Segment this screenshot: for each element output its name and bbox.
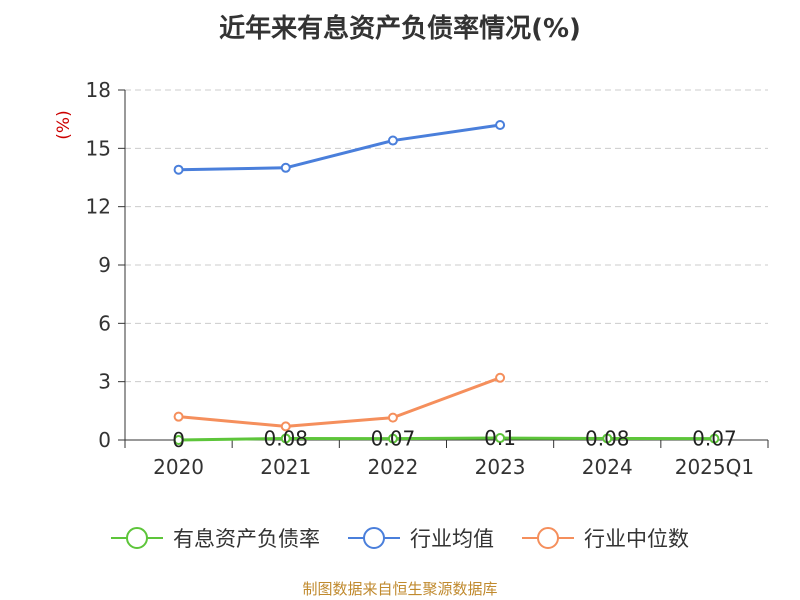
data-point — [495, 372, 506, 383]
data-point — [280, 433, 291, 444]
data-point — [387, 433, 398, 444]
legend-swatch — [522, 527, 574, 549]
data-point — [387, 135, 398, 146]
y-tick-label: 15 — [86, 136, 111, 160]
legend-item[interactable]: 有息资产负债率 — [111, 523, 320, 553]
data-point — [173, 435, 184, 445]
x-tick-label: 2020 — [153, 455, 204, 479]
y-tick-label: 6 — [98, 311, 111, 335]
x-tick-label: 2022 — [367, 455, 418, 479]
legend-label: 有息资产负债率 — [173, 527, 320, 551]
y-tick-label: 18 — [86, 78, 111, 102]
y-tick-label: 9 — [98, 253, 111, 277]
legend-label: 行业均值 — [410, 527, 494, 551]
legend-item[interactable]: 行业均值 — [348, 523, 494, 553]
data-label: 0.08 — [263, 426, 308, 450]
data-label: 0.07 — [371, 427, 416, 451]
y-tick-label: 12 — [86, 195, 111, 219]
legend-swatch — [111, 527, 163, 549]
y-tick-label: 0 — [98, 428, 111, 452]
x-tick-label: 2025Q1 — [675, 455, 754, 479]
x-tick-label: 2024 — [582, 455, 633, 479]
x-tick-label: 2021 — [260, 455, 311, 479]
x-tick-label: 2023 — [475, 455, 526, 479]
series-line-2 — [177, 376, 502, 428]
legend-label: 行业中位数 — [584, 527, 689, 551]
data-point — [709, 433, 720, 444]
legend-item[interactable]: 行业中位数 — [522, 523, 689, 553]
data-label: 0.1 — [484, 426, 516, 450]
y-tick-label: 3 — [98, 370, 111, 394]
y-axis-label: (%) — [54, 110, 74, 139]
data-label: 0.08 — [585, 426, 630, 450]
data-point — [387, 412, 398, 423]
chart-legend: 有息资产负债率 行业均值 行业中位数 — [0, 520, 800, 556]
source-note: 制图数据来自恒生聚源数据库 — [302, 580, 498, 598]
data-point — [280, 421, 291, 432]
legend-swatch — [348, 527, 400, 549]
data-point — [495, 433, 506, 444]
series-line-1 — [177, 123, 502, 172]
data-point — [280, 162, 291, 173]
data-point — [173, 164, 184, 175]
data-point — [173, 411, 184, 422]
data-point — [602, 433, 613, 444]
series-line-0 — [177, 436, 716, 442]
data-point — [495, 120, 506, 130]
data-label: 0.07 — [692, 427, 737, 451]
chart-title: 近年来有息资产负债率情况(%) — [219, 14, 581, 44]
data-label: 0 — [172, 428, 185, 452]
